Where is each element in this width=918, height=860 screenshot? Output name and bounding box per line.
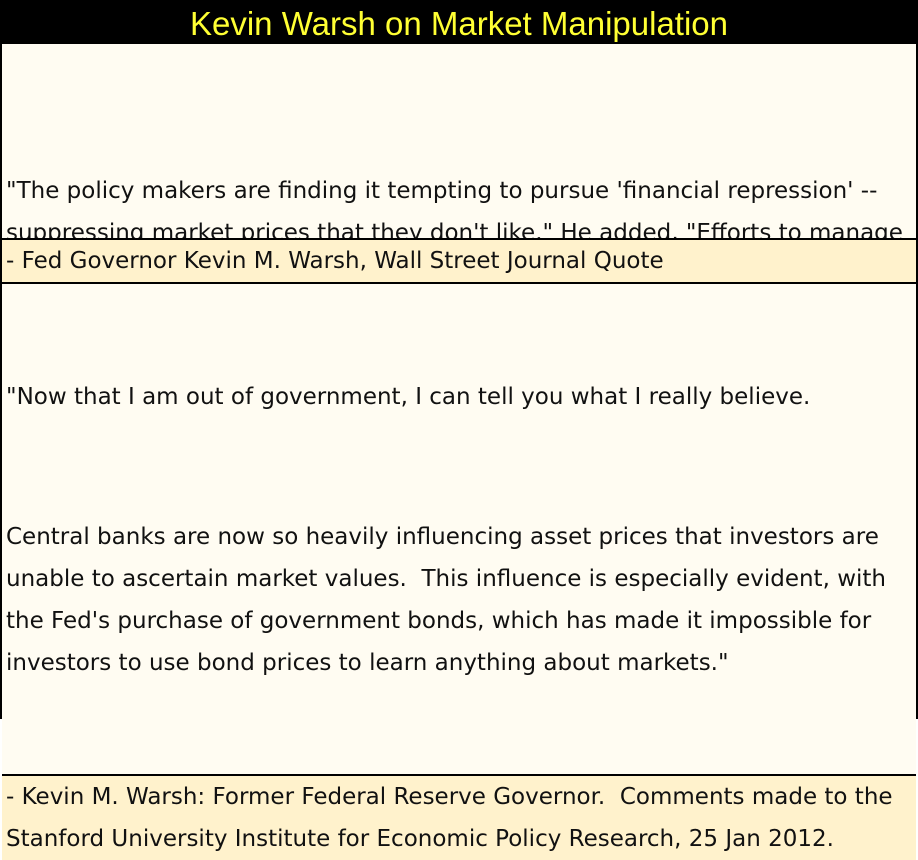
quote: "The policy makers are finding it tempti… <box>2 44 916 288</box>
attribution: - Fed Governor Kevin M. Warsh, Wall Stre… <box>2 238 916 284</box>
quote: "Now that I am out of government, I can … <box>2 284 916 774</box>
quote-text: "Now that I am out of government, I can … <box>6 384 811 410</box>
attribution: - Kevin M. Warsh: Former Federal Reserve… <box>2 774 916 860</box>
quote-text: Central banks are now so heavily influen… <box>6 524 894 676</box>
title: Kevin Warsh on Market Manipulation <box>2 2 916 44</box>
